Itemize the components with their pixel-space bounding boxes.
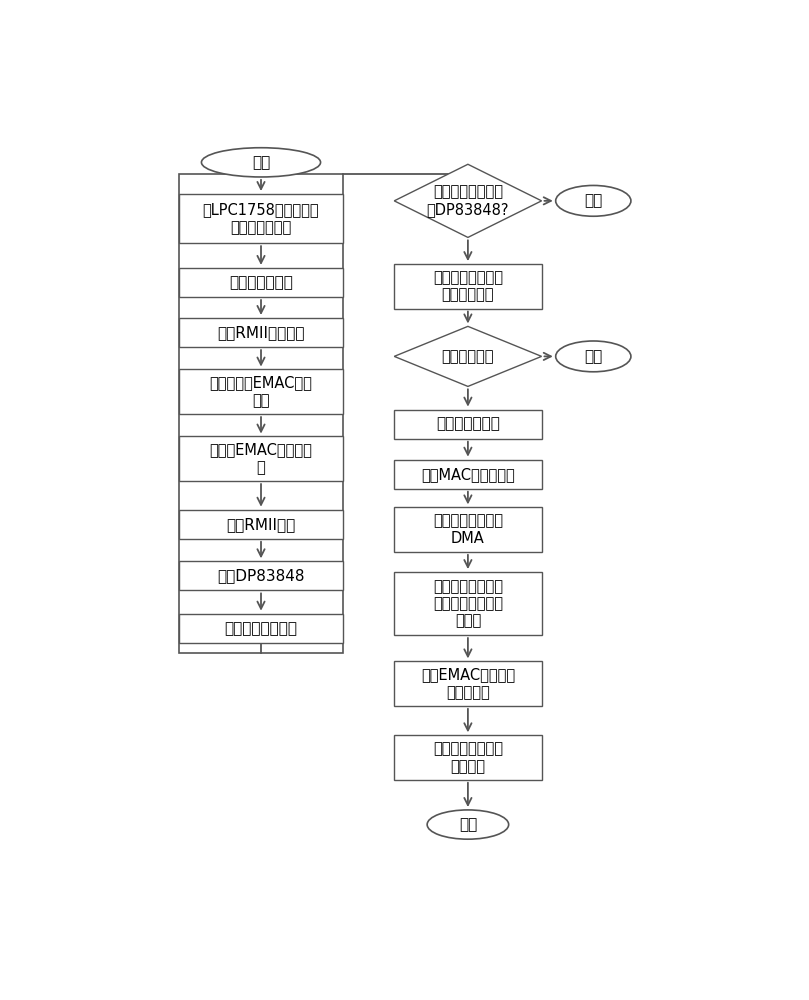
Text: 开始: 开始 (252, 155, 270, 170)
Text: 结束: 结束 (459, 817, 477, 832)
Bar (180, 268, 342, 297)
Text: 退出: 退出 (584, 193, 603, 208)
Text: 等待硬件重启结束: 等待硬件重启结束 (225, 621, 298, 636)
Text: 设置MAC地址寄存器: 设置MAC地址寄存器 (421, 467, 515, 482)
Bar (180, 436, 342, 481)
Bar (394, 507, 541, 552)
Text: 初始化发送和接收
DMA: 初始化发送和接收 DMA (433, 513, 503, 546)
Bar (179, 174, 343, 653)
Bar (180, 561, 342, 590)
Text: 复位DP83848: 复位DP83848 (218, 568, 305, 583)
Text: 使能EMAC中断并触
发所有中断: 使能EMAC中断并触 发所有中断 (421, 667, 515, 700)
Polygon shape (394, 164, 541, 237)
Text: 确认全双工状态: 确认全双工状态 (436, 417, 500, 432)
Bar (394, 661, 541, 706)
Bar (180, 614, 342, 643)
Text: 检查是否为物理芯
片DP83848?: 检查是否为物理芯 片DP83848? (426, 185, 509, 217)
Polygon shape (394, 326, 541, 386)
Ellipse shape (556, 185, 631, 216)
Bar (394, 735, 541, 780)
Text: 使能以太网管脚: 使能以太网管脚 (229, 275, 293, 290)
Bar (180, 369, 342, 414)
Text: 使能RMII接口管理: 使能RMII接口管理 (218, 325, 305, 340)
Bar (394, 264, 541, 309)
Text: 复位所用的EMAC内置
模块: 复位所用的EMAC内置 模块 (210, 376, 312, 408)
Text: 对LPC1758以太网控制
器开启电源控制: 对LPC1758以太网控制 器开启电源控制 (203, 202, 320, 235)
Ellipse shape (201, 148, 320, 177)
Bar (180, 194, 342, 243)
Text: 检查是否连接: 检查是否连接 (442, 349, 494, 364)
Text: 使能以太网就收和
发送模式: 使能以太网就收和 发送模式 (433, 741, 503, 774)
Bar (180, 510, 342, 539)
Text: 设置接收广播、组
播以及完全匹配地
址模式: 设置接收广播、组 播以及完全匹配地 址模式 (433, 579, 503, 628)
Text: 退出: 退出 (584, 349, 603, 364)
Text: 初始化EMAC控制寄存
器: 初始化EMAC控制寄存 器 (210, 443, 312, 475)
Bar (180, 318, 342, 347)
Ellipse shape (556, 341, 631, 372)
Ellipse shape (427, 810, 509, 839)
Bar (394, 460, 541, 489)
Bar (394, 410, 541, 439)
Text: 使用以太网连接与
自动协商功能: 使用以太网连接与 自动协商功能 (433, 270, 503, 303)
Bar (394, 572, 541, 635)
Text: 使能RMII接口: 使能RMII接口 (227, 517, 295, 532)
